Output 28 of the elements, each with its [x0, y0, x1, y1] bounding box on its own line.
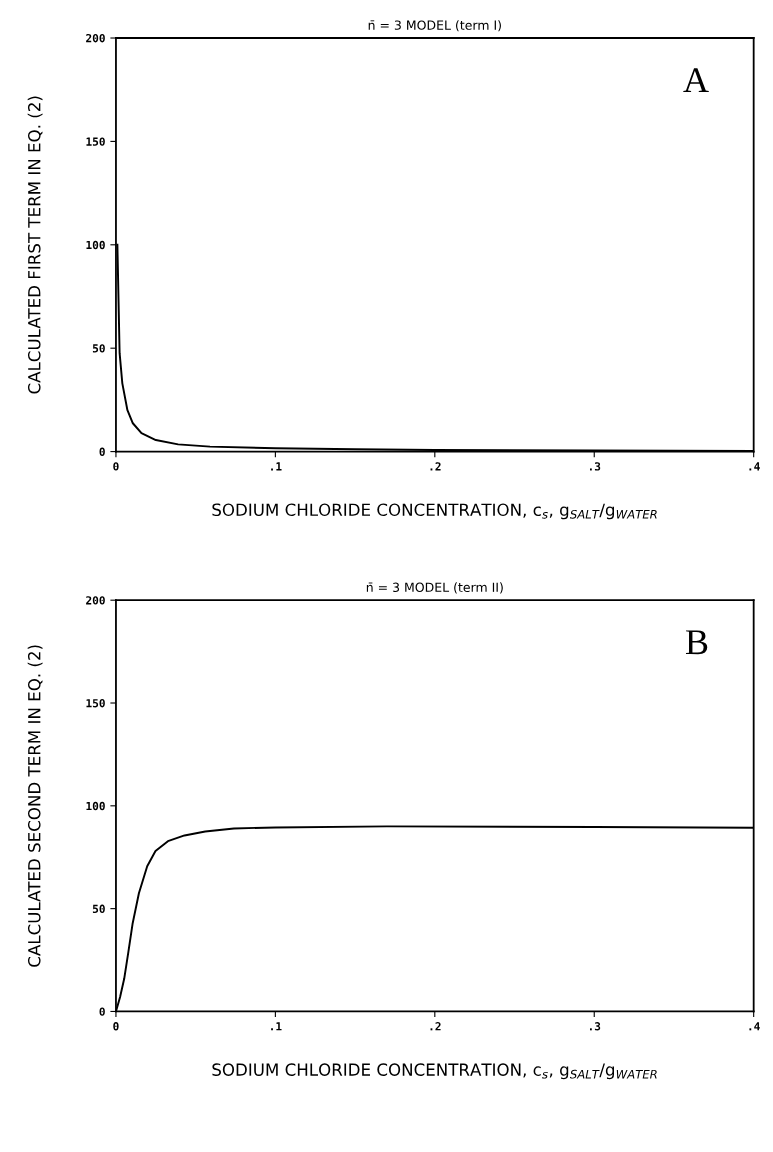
- y-tick-label: 150: [86, 137, 105, 146]
- x-tick-label: .2: [430, 462, 441, 471]
- x-tick-label: .3: [589, 1022, 601, 1031]
- y-tick-label: 50: [92, 344, 105, 353]
- y-tick-label: 0: [99, 1007, 105, 1016]
- x-tick-label: .1: [271, 1022, 282, 1031]
- x-tick-label: 0: [113, 462, 119, 471]
- x-tick-label: 0: [113, 1022, 119, 1031]
- y-tick-label: 100: [86, 240, 105, 250]
- y-tick-label: 150: [86, 698, 105, 708]
- annotation: A: [683, 68, 709, 93]
- y-tick-label: 200: [86, 33, 105, 43]
- y-axis-title: CALCULATED FIRST TERM IN EQ. (2): [27, 96, 43, 394]
- annotation: B: [685, 630, 708, 655]
- y-tick-label: 50: [92, 904, 105, 914]
- y-tick-label: 200: [86, 596, 105, 605]
- y-tick-label: 100: [86, 801, 105, 811]
- x-axis-title: SODIUM CHLORIDE CONCENTRATION, c$_{s}$, g$_{SALT}$/g$_{WATER}$: [212, 503, 657, 520]
- y-axis-title: CALCULATED SECOND TERM IN EQ. (2): [27, 645, 43, 967]
- x-tick-label: .4: [749, 1022, 760, 1031]
- chart-title: n̄ = 3 MODEL (term II): [366, 582, 503, 594]
- x-axis-title: SODIUM CHLORIDE CONCENTRATION, c$_{s}$, g$_{SALT}$/g$_{WATER}$: [212, 1063, 657, 1080]
- x-tick-label: .4: [749, 462, 760, 471]
- y-tick-label: 0: [99, 447, 105, 456]
- x-tick-label: .2: [430, 1022, 441, 1031]
- x-tick-label: .1: [271, 462, 282, 471]
- x-tick-label: .3: [589, 462, 601, 471]
- chart-title: n̄ = 3 MODEL (term I): [368, 20, 501, 32]
